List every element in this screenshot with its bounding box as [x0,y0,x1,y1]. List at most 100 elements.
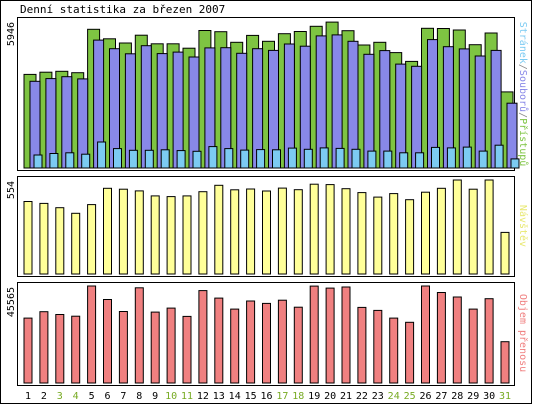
bar-stranek-day-13 [224,148,234,169]
bar-objem-prenosu-day-19 [309,285,319,384]
bar-stranek-day-27 [446,147,456,169]
panel-legend: Stránek/Souborů/Přístupů [517,22,529,167]
bar-navstev-day-7 [118,188,128,275]
day-label-2: 2 [41,391,47,402]
day-label-21: 21 [340,391,352,402]
bar-objem-prenosu-day-31 [500,341,510,384]
bar-objem-prenosu-day-11 [182,315,192,384]
bar-navstev-day-4 [71,212,81,275]
bar-navstev-day-3 [55,207,65,275]
bar-navstev-day-14 [230,189,240,275]
bar-objem-prenosu-day-13 [214,297,224,384]
day-label-22: 22 [356,391,368,402]
bar-objem-prenosu-day-8 [134,287,144,384]
bar-navstev-day-28 [452,179,462,275]
bar-objem-prenosu-day-5 [87,285,97,384]
bar-stranek-day-11 [192,150,202,169]
day-label-30: 30 [483,391,495,402]
bar-navstev-day-22 [357,192,367,275]
day-label-16: 16 [260,391,272,402]
bar-stranek-day-24 [399,152,409,169]
bar-stranek-day-7 [128,149,138,169]
bar-navstev-day-6 [103,187,112,275]
day-label-1: 1 [25,391,31,402]
legend-entry: Přístupů [517,118,529,166]
bar-navstev-day-13 [214,184,224,275]
day-label-28: 28 [451,391,463,402]
bar-objem-prenosu-day-27 [436,292,446,384]
bar-navstev-day-24 [389,193,399,275]
bar-stranek-day-12 [208,146,218,169]
bar-navstev-day-16 [262,190,271,275]
bar-navstev-day-25 [405,199,415,275]
legend-entry: Návštěv [517,205,529,247]
day-label-9: 9 [152,391,158,402]
bar-navstev-day-11 [182,195,192,275]
bar-objem-prenosu-day-30 [484,298,494,384]
panel-ymax-label: 5946 [6,22,17,46]
bar-objem-prenosu-day-24 [389,317,399,384]
bar-objem-prenosu-day-4 [71,315,81,384]
day-label-14: 14 [229,391,241,402]
day-label-17: 17 [276,391,288,402]
bar-navstev-day-2 [39,202,49,275]
day-label-3: 3 [57,391,63,402]
panel-bars [23,21,520,169]
bar-stranek-day-20 [335,147,345,169]
panel-visits: 554 Návštěv [6,176,529,277]
bar-stranek-day-31 [510,158,520,169]
day-label-19: 19 [308,391,320,402]
day-label-25: 25 [404,391,416,402]
bar-navstev-day-30 [484,179,494,275]
legend-entry: Souborů [517,70,529,112]
day-label-31: 31 [499,391,511,402]
day-label-26: 26 [419,391,431,402]
bar-stranek-day-30 [494,144,504,169]
panel-bars [23,285,510,384]
bar-stranek-day-16 [272,149,281,169]
bar-objem-prenosu-day-9 [150,311,160,384]
bar-objem-prenosu-day-2 [39,311,49,384]
panel-visits-files-hits: 5946 Stránek/Souborů/Přístupů [6,17,529,171]
legend-entry: Objem přenosu [517,294,529,372]
bar-objem-prenosu-day-22 [357,306,367,384]
bar-navstev-day-1 [23,201,33,275]
bar-stranek-day-28 [462,146,472,169]
day-axis-labels: 1 2 3 4 5 6 7 8 9 10 11 12 13 14 15 16 17 18 19 20 21 22 23 24 2… [25,391,511,402]
day-label-5: 5 [89,391,95,402]
bar-stranek-day-15 [256,149,266,169]
bar-navstev-day-26 [421,191,430,275]
bar-stranek-day-2 [49,153,59,169]
bar-objem-prenosu-day-10 [166,307,176,384]
panel-transfer-volume: 45565 Objem přenosu [6,282,529,386]
day-label-29: 29 [467,391,479,402]
day-label-8: 8 [136,391,142,402]
bar-stranek-day-10 [176,150,186,169]
day-label-24: 24 [388,391,400,402]
bar-stranek-day-8 [144,149,154,169]
day-label-11: 11 [181,391,193,402]
panel-legend: Návštěv [517,205,529,247]
bar-navstev-day-8 [134,190,144,275]
legend-entry: / [517,64,528,70]
bar-stranek-day-1 [33,154,43,169]
day-label-15: 15 [245,391,257,402]
bar-souboru-day-31 [506,102,518,169]
bar-objem-prenosu-day-28 [452,296,462,384]
bar-stranek-day-5 [97,141,107,169]
bar-souboru-day-8 [140,45,152,169]
day-label-23: 23 [372,391,384,402]
bar-navstev-day-20 [325,184,335,275]
legend-entry: / [517,112,528,118]
bar-navstev-day-31 [500,231,510,275]
bar-navstev-day-23 [373,196,383,275]
bar-objem-prenosu-day-18 [293,306,303,384]
bar-navstev-day-19 [309,183,319,275]
bar-stranek-day-14 [240,149,250,169]
bar-objem-prenosu-day-6 [103,299,112,384]
chart-title: Denní statistika za březen 2007 [20,3,225,16]
bar-navstev-day-5 [87,204,97,275]
bar-navstev-day-18 [293,189,303,275]
